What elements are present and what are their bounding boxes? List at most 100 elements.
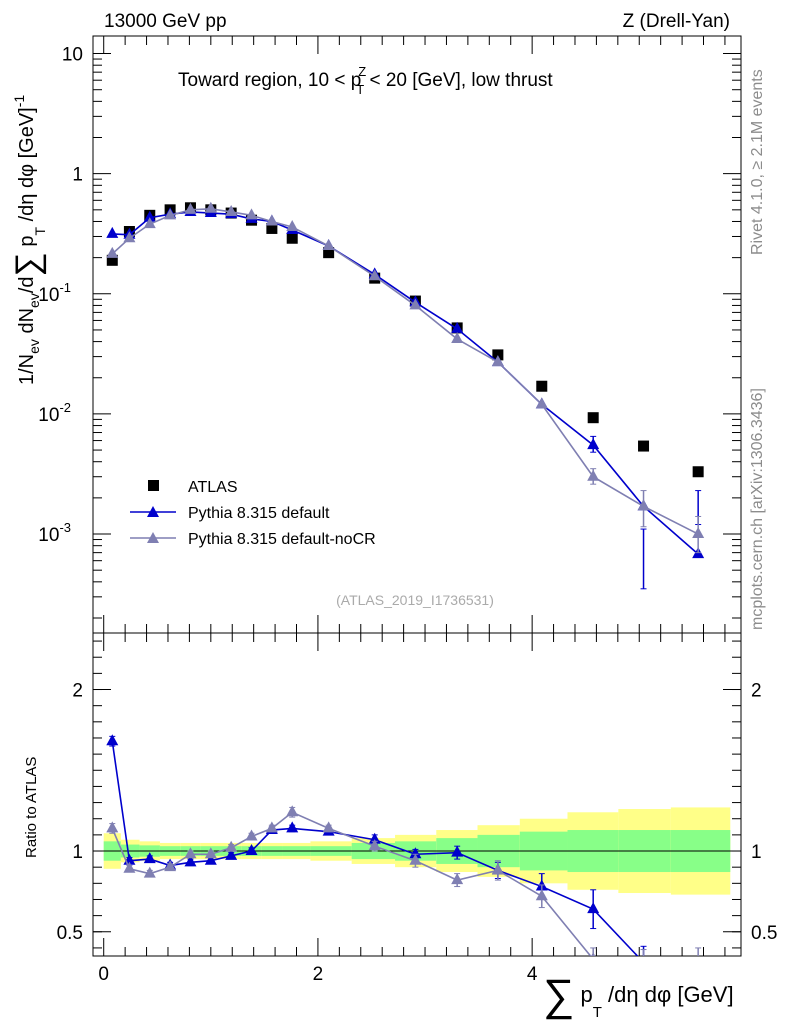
mc-point: [491, 355, 504, 367]
y-tick-label: 1: [72, 165, 83, 186]
ratio-point: [451, 873, 464, 885]
mc-point: [587, 469, 600, 481]
analysis-tag: (ATLAS_2019_I1736531): [336, 592, 494, 608]
mc-point: [204, 201, 217, 213]
legend-atlas: ATLAS: [188, 479, 238, 496]
main-ylabel: 1/Nev dNev/d∑ pT /dη dφ [GeV]-1: [9, 95, 48, 385]
ratio-point: [322, 821, 335, 833]
ratio-point: [286, 821, 299, 833]
ratio-tick-label: 1: [72, 842, 83, 863]
x-tick-label: 2: [313, 964, 324, 985]
mc-point: [143, 217, 156, 229]
axes: 10 1 10-1 10-2 10-3 2 2 1 1 0.5 0.5 0 2 4: [38, 36, 777, 985]
atlas-point: [536, 380, 548, 392]
ratio-tick-label-right: 2: [751, 681, 762, 702]
legend-marker-default: [147, 506, 159, 517]
data-series: [106, 201, 705, 983]
y-tick-label: 10-1: [38, 280, 71, 306]
legend-marker-nocr: [147, 532, 159, 543]
ratio-point: [491, 863, 504, 875]
x-tick-label: 4: [527, 964, 538, 985]
mc-point: [164, 208, 177, 220]
ratio-point: [692, 972, 704, 983]
subtitle-rest: < 20 [GeV], low thrust: [364, 70, 553, 91]
mc-point: [286, 219, 299, 231]
uncertainty-bands: [93, 807, 741, 895]
atlas-point: [106, 254, 118, 266]
ratio-point: [106, 734, 119, 746]
y-tick-label: 10-2: [38, 400, 71, 426]
ratio-point: [184, 855, 197, 867]
mc-point: [535, 397, 548, 409]
mc-point: [123, 231, 136, 243]
ratio-tick-label-right: 1: [751, 842, 762, 863]
mc-point: [451, 332, 464, 344]
mc-point: [184, 202, 197, 214]
ratio-point: [643, 955, 644, 956]
legend-default: Pythia 8.315 default: [188, 505, 330, 522]
ratio-tick-label-right: 0.5: [751, 923, 777, 944]
mc-point: [451, 321, 464, 333]
ratio-point: [143, 852, 156, 864]
ratio-point: [265, 821, 278, 833]
atlas-point: [266, 222, 278, 234]
mc-point: [368, 269, 381, 281]
ratio-point: [451, 845, 464, 857]
atlas-point: [286, 232, 298, 244]
y-tick-label: 10-3: [38, 520, 71, 546]
mc-point: [265, 214, 278, 226]
ratio-point: [123, 861, 136, 873]
mc-point: [587, 438, 600, 450]
mc-point: [143, 210, 156, 222]
ratio-point: [692, 957, 704, 968]
process-label: Z (Drell-Yan): [623, 11, 730, 32]
x-tick-label: 0: [98, 964, 109, 985]
mc-line: [112, 211, 699, 555]
mc-point: [322, 238, 335, 250]
atlas-point: [323, 247, 335, 259]
ratio-point: [535, 889, 548, 901]
legend: ATLAS Pythia 8.315 default Pythia 8.315 …: [130, 479, 376, 548]
mcplots-label: mcplots.cern.ch [arXiv:1306.3436]: [749, 388, 766, 630]
ratio-point: [643, 955, 644, 956]
subtitle-sup: Z: [358, 64, 366, 79]
ratio-point: [225, 840, 238, 852]
subtitle-main: Toward region, 10 < p: [178, 70, 361, 91]
ratio-point: [591, 952, 596, 956]
mc-point: [637, 499, 650, 511]
mc-point: [106, 226, 119, 238]
ratio-point: [409, 847, 422, 859]
ratio-tick-label: 2: [72, 681, 83, 702]
mc-point: [245, 208, 258, 220]
ratio-point: [368, 839, 381, 851]
ratio-point: [245, 829, 258, 841]
ratio-point: [143, 866, 156, 878]
mc-point: [106, 246, 119, 258]
ratio-point: [184, 847, 197, 859]
ratio-point: [106, 821, 119, 833]
x-sum-symbol: ∑: [543, 971, 574, 1020]
ratio-tick-label: 0.5: [57, 923, 83, 944]
ratio-point: [204, 847, 217, 859]
ratio-point: [164, 860, 177, 872]
atlas-point: [692, 466, 704, 478]
x-axis-label: ∑ pT /dη dφ [GeV]: [543, 971, 734, 1021]
legend-marker-atlas: [148, 480, 159, 491]
mc-point: [409, 298, 422, 310]
ratio-point: [286, 805, 299, 817]
ratio-plot-frame: [92, 632, 742, 957]
energy-label: 13000 GeV pp: [104, 11, 227, 32]
ratio-point: [245, 844, 258, 856]
ratio-series: [106, 734, 704, 983]
subtitle-sub: T: [356, 82, 364, 97]
legend-nocr: Pythia 8.315 default-noCR: [188, 531, 376, 548]
atlas-point: [587, 412, 599, 424]
y-tick-label: 10: [62, 45, 83, 66]
plot-subtitle: Toward region, 10 < pZ T < 20 [GeV], low …: [178, 64, 553, 97]
ratio-ylabel: Ratio to ATLAS: [23, 757, 40, 858]
rivet-version-label: Rivet 4.1.0, ≥ 2.1M events: [749, 69, 766, 255]
ratio-point: [225, 848, 238, 860]
ratio-point: [409, 853, 422, 865]
mc-point: [692, 527, 705, 539]
